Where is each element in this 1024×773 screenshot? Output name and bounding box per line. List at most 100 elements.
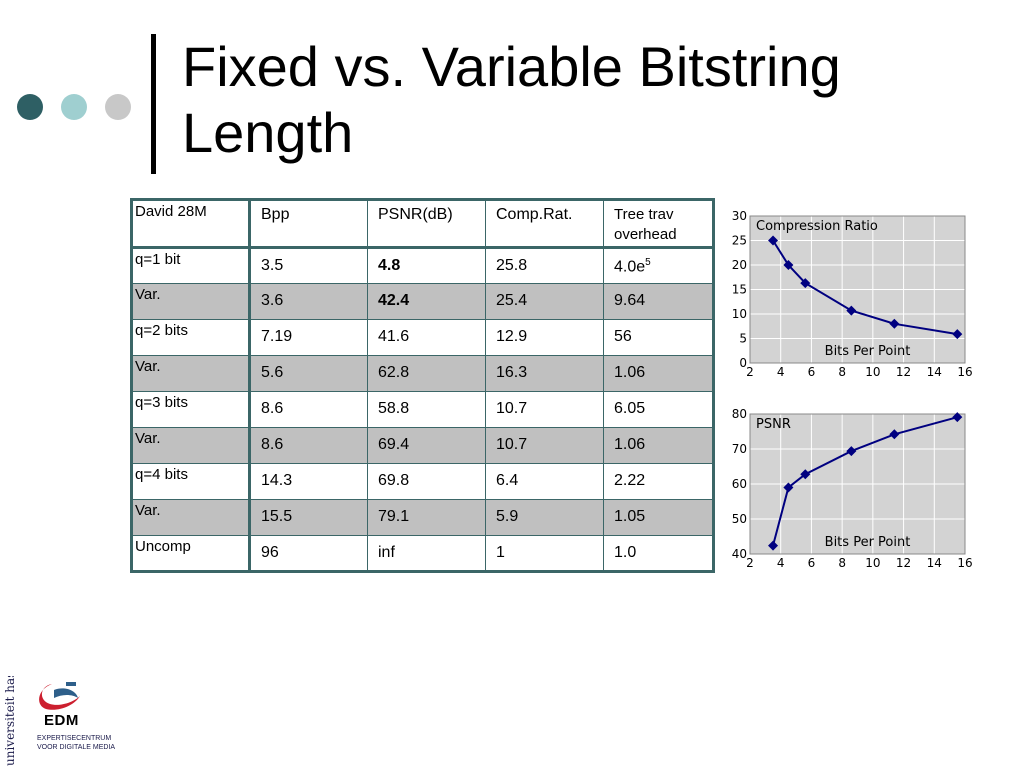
row-label: q=1 bit [131,247,251,284]
y-tick-label: 40 [732,547,747,561]
cell-bpp: 14.3 [249,463,368,500]
cell-psnr: 42.4 [367,283,486,320]
x-tick-label: 12 [896,365,911,376]
header-bpp: Bpp [249,199,368,249]
cell-tree-overhead: 1.05 [603,499,714,536]
plot-border [749,215,966,364]
cell-tree-overhead: 56 [603,319,714,356]
row-label: q=3 bits [131,391,251,428]
y-tick-label: 25 [732,234,747,248]
y-tick-label: 30 [732,209,747,223]
cell-bpp: 15.5 [249,499,368,536]
cell-tree-overhead: 2.22 [603,463,714,500]
slide-title: Fixed vs. Variable Bitstring Length [182,35,841,164]
table-row: q=3 bits 8.6 58.8 10.7 6.05 [131,391,714,428]
cell-tree-overhead: 1.0 [603,535,714,572]
cell-psnr: 79.1 [367,499,486,536]
cell-psnr: 69.8 [367,463,486,500]
plot-border [749,413,966,555]
y-tick-label: 20 [732,258,747,272]
data-point [846,305,857,316]
data-point [783,260,794,270]
series-line [772,416,958,546]
table-row: Var. 15.5 79.1 5.9 1.05 [131,499,714,536]
row-label: Var. [131,499,251,536]
data-point [768,540,779,551]
cell-bpp: 3.5 [249,247,368,284]
cell-tree-value: 4.0e [614,258,646,276]
x-axis-label: Bits Per Point [825,344,911,359]
cell-comp-ratio: 5.9 [485,499,604,536]
x-tick-label: 2 [746,556,754,570]
results-table: David 28M Bpp PSNR(dB) Comp.Rat. Tree tr… [130,198,715,573]
x-tick-label: 14 [927,556,942,570]
row-label: Var. [131,283,251,320]
logo-subtitle-line1: EXPERTISECENTRUM [37,735,112,742]
table-row: Var. 3.6 42.4 25.4 9.64 [131,283,714,320]
x-tick-label: 16 [957,556,972,570]
y-tick-label: 0 [739,356,747,370]
cell-tree-overhead: 9.64 [603,283,714,320]
x-axis-label: Bits Per Point [825,535,911,550]
logo-subtitle: EXPERTISECENTRUM VOOR DIGITALE MEDIA [37,734,115,752]
x-tick-label: 6 [808,365,816,376]
row-label: q=4 bits [131,463,251,500]
table-row: q=2 bits 7.19 41.6 12.9 56 [131,319,714,356]
cell-comp-ratio: 12.9 [485,319,604,356]
x-tick-label: 14 [927,365,942,376]
row-label: Var. [131,355,251,392]
x-tick-label: 8 [838,556,846,570]
chart-title: PSNR [756,417,791,432]
cell-bpp: 8.6 [249,427,368,464]
dot-dark [17,94,43,120]
header-psnr: PSNR(dB) [367,199,486,249]
row-label: q=2 bits [131,319,251,356]
table-row: Var. 8.6 69.4 10.7 1.06 [131,427,714,464]
header-dataset: David 28M [131,199,251,249]
cell-bpp: 8.6 [249,391,368,428]
x-tick-label: 4 [777,556,785,570]
cell-comp-ratio: 1 [485,535,604,572]
table-row: q=1 bit 3.5 4.8 25.8 4.0e5 [131,247,714,284]
x-tick-label: 4 [777,365,785,376]
data-point [800,278,811,289]
x-tick-label: 10 [865,556,880,570]
row-label: Uncomp [131,535,251,572]
x-tick-label: 10 [865,365,880,376]
cell-psnr: 41.6 [367,319,486,356]
cell-psnr: 4.8 [367,247,486,284]
cell-psnr: 69.4 [367,427,486,464]
data-point [783,482,794,493]
psnr-chart: 2 4 6 8 10 12 14 16 40 50 60 70 80 PSNR Bits Per Point [732,407,973,570]
logo-university-text: universiteit hasselt [3,676,17,766]
cell-tree-overhead: 6.05 [603,391,714,428]
cell-psnr: 58.8 [367,391,486,428]
data-point [889,429,900,440]
table-row: Uncomp 96 inf 1 1.0 [131,535,714,572]
cell-tree-exponent: 5 [645,257,651,268]
y-tick-label: 70 [732,442,747,456]
data-point [768,235,779,246]
cell-psnr: inf [367,535,486,572]
cell-tree-overhead: 4.0e5 [603,247,714,284]
data-point [846,446,857,457]
cell-tree-overhead: 1.06 [603,355,714,392]
series-line [772,239,958,336]
logo-mark-icon: universiteit hasselt [3,650,80,766]
x-tick-label: 2 [746,365,754,376]
cell-bpp: 5.6 [249,355,368,392]
x-tick-label: 16 [957,365,972,376]
cell-comp-ratio: 16.3 [485,355,604,392]
cell-psnr: 62.8 [367,355,486,392]
cell-comp-ratio: 25.8 [485,247,604,284]
cell-tree-overhead: 1.06 [603,427,714,464]
data-point [800,469,811,480]
y-tick-label: 10 [732,307,747,321]
logo-subtitle-line2: VOOR DIGITALE MEDIA [37,744,116,751]
cell-comp-ratio: 10.7 [485,427,604,464]
x-tick-label: 12 [896,556,911,570]
cell-bpp: 7.19 [249,319,368,356]
y-tick-label: 60 [732,477,747,491]
x-tick-label: 8 [838,365,846,376]
table-header-row: David 28M Bpp PSNR(dB) Comp.Rat. Tree tr… [131,199,714,249]
